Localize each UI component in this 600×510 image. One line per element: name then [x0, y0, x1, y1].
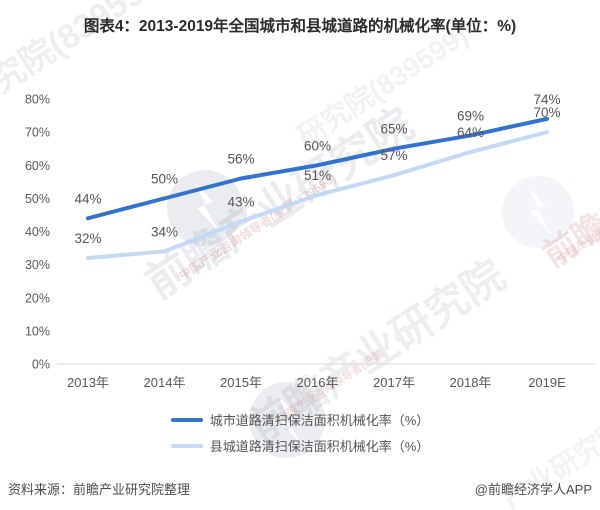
y-axis-tick-label: 50% [25, 192, 50, 206]
y-axis-tick-label: 80% [25, 93, 50, 107]
legend-item-county: 县城道路清扫保洁面积机械化率（%） [170, 436, 430, 455]
county-series-line [86, 130, 549, 260]
data-label: 44% [74, 191, 101, 206]
data-label: 64% [457, 125, 484, 140]
x-axis-tick-label: 2016年 [297, 375, 339, 390]
credit-text: @前瞻经济学人APP [474, 482, 592, 497]
data-label: 43% [227, 195, 254, 210]
data-label: 69% [457, 108, 484, 123]
legend-label-city: 城市道路清扫保洁面积机械化率（%） [209, 413, 430, 428]
data-label: 56% [227, 152, 254, 167]
city-series-line [86, 116, 549, 221]
x-axis-tick-label: 2015年 [220, 375, 262, 390]
y-axis-tick-label: 20% [25, 291, 50, 305]
data-label: 51% [304, 168, 331, 183]
source-text: 资料来源：前瞻产业研究院整理 [8, 482, 191, 497]
data-label: 34% [151, 224, 178, 239]
y-axis-tick-label: 40% [25, 225, 50, 239]
county-series-line-swatch [170, 443, 203, 448]
x-axis-tick-label: 2013年 [67, 375, 109, 390]
x-axis-tick-label: 2014年 [144, 375, 186, 390]
data-label: 50% [151, 171, 178, 186]
data-label: 70% [533, 105, 560, 120]
y-axis-tick-label: 60% [25, 159, 50, 173]
legend-label-county: 县城道路清扫保洁面积机械化率（%） [209, 439, 430, 454]
data-label: 60% [304, 138, 331, 153]
y-axis-tick-label: 10% [25, 324, 50, 338]
data-label: 74% [533, 92, 560, 107]
city-series-line-swatch [170, 417, 203, 422]
legend-item-city: 城市道路清扫保洁面积机械化率（%） [170, 410, 430, 429]
y-axis-tick-label: 0% [32, 358, 50, 372]
data-label: 57% [380, 148, 407, 163]
y-axis-tick-label: 30% [25, 258, 50, 272]
x-axis-tick-label: 2017年 [373, 375, 415, 390]
data-label: 65% [380, 122, 407, 137]
data-label: 32% [74, 231, 101, 246]
chart-footer: 资料来源：前瞻产业研究院整理 @前瞻经济学人APP [0, 479, 600, 498]
y-axis-tick-label: 70% [25, 126, 50, 140]
x-axis-tick-label: 2018年 [450, 375, 492, 390]
chart-title: 图表4：2013-2019年全国城市和县城道路的机械化率(单位：%) [83, 18, 517, 35]
chart-legend: 城市道路清扫保洁面积机械化率（%） 县城道路清扫保洁面积机械化率（%） [0, 410, 600, 455]
x-axis-tick-label: 2019E [528, 375, 566, 390]
